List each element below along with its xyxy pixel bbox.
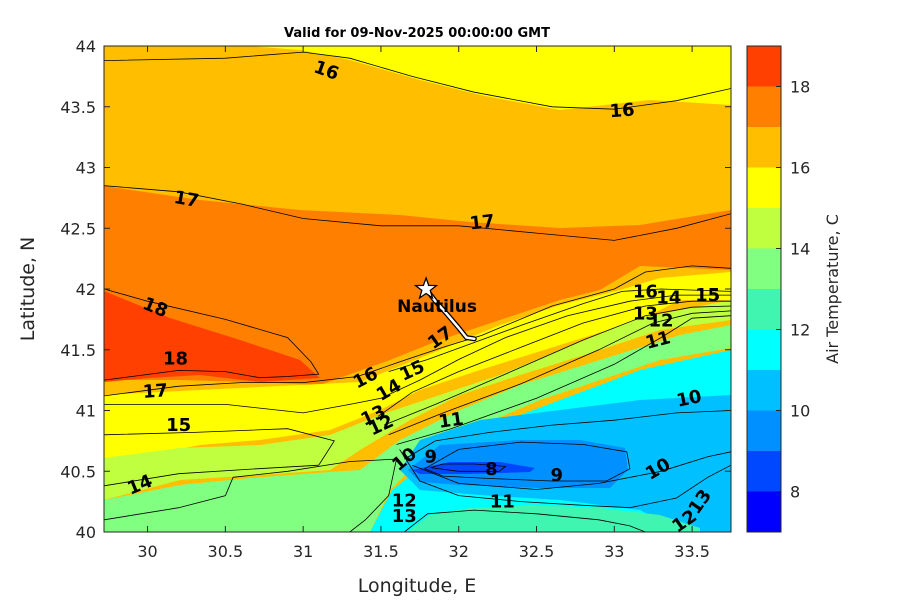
contour-label: 13 <box>633 303 658 324</box>
contour-line-10 <box>411 451 731 490</box>
station-label: Nautilus <box>397 297 477 317</box>
y-axis-label: Latitude, N <box>17 237 39 342</box>
contour-label: 17 <box>172 187 200 212</box>
colorbar-segment <box>747 167 781 208</box>
contour-label: 12 <box>392 490 417 511</box>
contour-label: 16 <box>633 281 658 302</box>
contour-line-12 <box>404 509 646 532</box>
station-layer: Nautilus <box>397 276 477 317</box>
contour-label: 11 <box>437 409 465 433</box>
contour-line-13 <box>104 458 398 532</box>
region-15-16-south <box>104 272 731 458</box>
contour-line-9 <box>424 441 631 482</box>
contour-label: 17 <box>142 380 168 403</box>
contour-line-14 <box>104 428 335 487</box>
region-8-9 <box>412 462 535 474</box>
x-axis-ticks: 30 30.5 31 31.5 32 32.5 33 33.5 <box>137 46 710 561</box>
y-tick-label: 43.5 <box>60 98 96 117</box>
contour-label: 16 <box>609 100 635 123</box>
y-tick-label: 41.5 <box>60 341 96 360</box>
colorbar-segment <box>747 410 781 451</box>
contour-line-15 <box>104 294 731 414</box>
colorbar-frame <box>746 45 782 533</box>
track-layer <box>423 286 477 342</box>
y-tick-label: 40.5 <box>60 462 96 481</box>
y-tick-label: 43 <box>76 159 96 178</box>
y-tick-label: 41 <box>76 402 96 421</box>
contour-lines <box>104 51 731 532</box>
contour-line-14 <box>377 300 731 417</box>
colorbar-tick-label: 14 <box>790 240 810 259</box>
station-star-marker <box>413 276 439 300</box>
contour-line-17 <box>104 265 731 397</box>
x-tick-label: 31 <box>293 542 313 561</box>
contour-line-16 <box>104 51 731 110</box>
y-axis-ticks: 40 40.5 41 41.5 42 42.5 43 43.5 44 <box>60 37 731 542</box>
y-tick-label: 42.5 <box>60 219 96 238</box>
contour-label: 17 <box>469 211 496 235</box>
chart-title: Valid for 09-Nov-2025 00:00:00 GMT <box>284 26 550 41</box>
contour-line-17 <box>104 185 731 241</box>
colorbar-tick-label: 10 <box>790 402 810 421</box>
region-13-14 <box>104 325 731 532</box>
contour-label: 10 <box>675 386 704 412</box>
x-tick-label: 33 <box>604 542 624 561</box>
colorbar-tick-label: 12 <box>790 321 810 340</box>
colorbar-tick-label: 8 <box>790 483 800 502</box>
contour-label: 18 <box>163 348 188 369</box>
contour-line-13 <box>383 305 731 426</box>
region-18-19 <box>104 291 320 382</box>
colorbar-segment <box>747 46 781 87</box>
contour-label: 13 <box>392 506 417 527</box>
colorbar-segment <box>747 289 781 330</box>
colorbar-segment <box>747 370 781 411</box>
x-tick-label: 32 <box>449 542 469 561</box>
plot-area <box>104 46 731 532</box>
colorbar-segment <box>747 451 781 492</box>
x-axis-label: Longitude, E <box>358 575 477 597</box>
colorbar-segment <box>747 248 781 289</box>
contour-label: 9 <box>550 465 563 486</box>
contour-label: 9 <box>424 447 437 468</box>
colorbar-segment <box>747 329 781 370</box>
x-tick-label: 31.5 <box>363 542 399 561</box>
colorbar-tick-label: 16 <box>790 159 810 178</box>
contour-line-12 <box>388 310 731 436</box>
x-tick-label: 30.5 <box>208 542 244 561</box>
contour-label: 14 <box>656 288 681 309</box>
contour-line-10 <box>404 410 731 460</box>
contour-label: 15 <box>695 285 720 306</box>
y-tick-label: 44 <box>76 37 96 56</box>
contour-line-11 <box>399 449 731 509</box>
x-tick-label: 33.5 <box>674 542 710 561</box>
x-tick-label: 30 <box>137 542 157 561</box>
colorbar-segment <box>747 491 781 532</box>
colorbar-segment <box>747 208 781 249</box>
contour-label: 11 <box>490 492 515 513</box>
colorbar: 8 10 12 14 16 18 <box>746 45 810 533</box>
colorbar-label: Air Temperature, C <box>823 214 842 364</box>
colorbar-segment <box>747 86 781 127</box>
contour-label: 12 <box>648 311 673 332</box>
y-tick-label: 42 <box>76 280 96 299</box>
contour-label: 15 <box>166 415 191 436</box>
colorbar-segment <box>747 127 781 168</box>
region-9-10 <box>408 440 628 488</box>
region-14-15 <box>104 300 731 500</box>
track-line <box>424 287 476 341</box>
contour-line-8 <box>430 463 507 472</box>
x-tick-label: 32.5 <box>519 542 555 561</box>
contour-label: 8 <box>485 459 498 480</box>
contour-line-11 <box>396 315 731 445</box>
colorbar-tick-label: 18 <box>790 78 810 97</box>
y-tick-label: 40 <box>76 523 96 542</box>
contour-line-18 <box>104 288 320 381</box>
contour-line-16 <box>388 288 731 372</box>
